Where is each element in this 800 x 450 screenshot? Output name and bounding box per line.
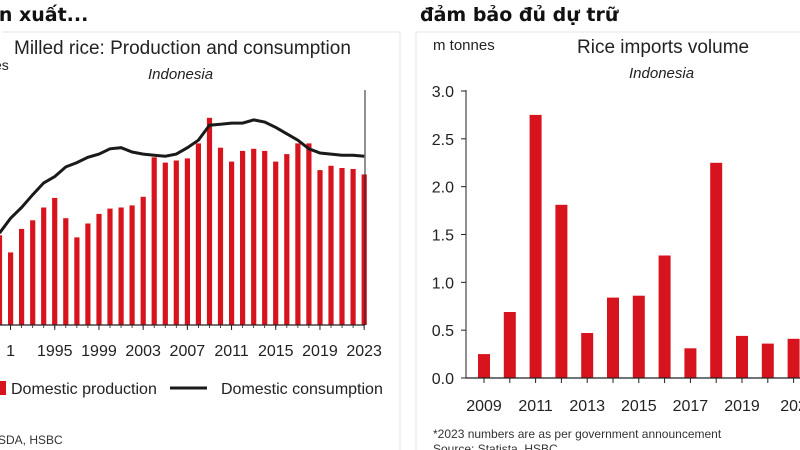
left-source: SDA, HSBC bbox=[0, 433, 63, 447]
production-bar-2000 bbox=[107, 208, 113, 325]
production-bar-2003 bbox=[140, 196, 146, 325]
left-panel-border bbox=[2, 31, 401, 450]
right-y-tick-labels: 3.0 2.5 2.0 1.5 1.0 0.5 0.0 bbox=[432, 84, 466, 388]
production-bar-2022 bbox=[350, 169, 356, 325]
left-x-tick-label: 1995 bbox=[37, 343, 73, 360]
import-bar-2014 bbox=[607, 297, 619, 378]
right-footnote: *2023 numbers are as per government anno… bbox=[433, 427, 722, 441]
production-bar-2015 bbox=[273, 161, 279, 325]
right-y-tick-label: 3.0 bbox=[432, 84, 454, 101]
production-bar-2019 bbox=[317, 170, 323, 325]
right-x-tick-label: 202 bbox=[780, 398, 800, 415]
production-bar-2012 bbox=[240, 150, 246, 325]
right-x-tick-label: 2013 bbox=[569, 398, 605, 415]
panel-divider bbox=[406, 0, 414, 450]
production-bar-1998 bbox=[85, 223, 91, 325]
production-bar-2013 bbox=[251, 148, 257, 326]
right-panel-border bbox=[415, 31, 800, 450]
production-bar-2017 bbox=[295, 143, 301, 325]
production-consumption-chart: Milled rice: Production and consumption … bbox=[0, 31, 401, 450]
production-bar-2018 bbox=[306, 143, 312, 325]
right-unit-label: m tonnes bbox=[433, 37, 495, 54]
right-y-tick-label: 0.0 bbox=[432, 371, 454, 388]
left-x-tick-label: 1 bbox=[6, 343, 15, 360]
import-bar-2010 bbox=[503, 312, 516, 378]
production-bar-2008 bbox=[195, 143, 201, 325]
left-x-tick-label: 1999 bbox=[81, 343, 117, 360]
right-chart-subtitle: Indonesia bbox=[629, 65, 694, 82]
import-bar-2018 bbox=[710, 162, 723, 379]
right-chart-title: Rice imports volume bbox=[577, 37, 749, 58]
legend-production-swatch bbox=[0, 381, 6, 395]
right-x-tick-label: 2009 bbox=[466, 398, 502, 415]
legend-production-label: Domestic production bbox=[11, 381, 157, 398]
right-x-tick-label: 2017 bbox=[673, 398, 709, 415]
left-unit-label: es bbox=[0, 57, 9, 73]
production-bar-2014 bbox=[262, 150, 268, 325]
right-y-tick-label: 2.0 bbox=[432, 180, 454, 197]
production-bar-2002 bbox=[129, 205, 135, 325]
left-x-tick-label: 2003 bbox=[125, 343, 161, 360]
production-bar-1993 bbox=[30, 220, 36, 325]
left-chart-title: Milled rice: Production and consumption bbox=[14, 38, 351, 59]
production-bar-2006 bbox=[173, 160, 179, 325]
production-bar-2005 bbox=[162, 162, 168, 325]
consumption-line bbox=[0, 118, 365, 234]
right-source: Source: Statista, HSBC bbox=[433, 442, 558, 450]
production-bars bbox=[0, 117, 367, 326]
right-x-tick-label: 2015 bbox=[621, 398, 657, 415]
production-bar-2009 bbox=[206, 117, 213, 325]
import-bar-2009 bbox=[478, 354, 490, 378]
import-bar-2016 bbox=[658, 255, 671, 378]
legend-consumption-label: Domestic consumption bbox=[221, 381, 383, 398]
production-bar-2004 bbox=[151, 157, 157, 325]
right-y-tick-label: 2.5 bbox=[432, 132, 454, 149]
right-y-tick-label: 1.5 bbox=[432, 228, 454, 245]
import-bars bbox=[478, 114, 800, 379]
production-bar-2007 bbox=[184, 158, 190, 325]
production-bar-2021 bbox=[339, 168, 345, 325]
import-bar-2017 bbox=[684, 348, 697, 378]
production-bar-2016 bbox=[284, 154, 290, 325]
production-bar-1997 bbox=[74, 237, 80, 325]
right-y-tick-label: 0.5 bbox=[432, 323, 454, 340]
production-bar-1991 bbox=[8, 252, 14, 325]
import-bar-2020 bbox=[761, 343, 774, 378]
left-x-tick-label: 2023 bbox=[346, 343, 382, 360]
left-x-tick-label: 2015 bbox=[258, 343, 294, 360]
production-bar-1996 bbox=[63, 218, 69, 325]
right-x-tick-label: 2011 bbox=[518, 398, 553, 415]
right-caption: đảm bảo đủ dự trữ bbox=[420, 4, 619, 26]
production-bar-2023 bbox=[361, 174, 367, 325]
production-bar-2010 bbox=[217, 147, 224, 325]
import-bar-2015 bbox=[632, 295, 645, 378]
right-x-tick-label: 2019 bbox=[724, 398, 760, 415]
import-bar-2021 bbox=[787, 338, 800, 378]
left-x-tick-labels: 1 1995 1999 2003 2007 2011 2015 2019 2023 bbox=[6, 325, 382, 360]
production-bar-1994 bbox=[41, 207, 47, 325]
right-x-tick-labels: 2009 2011 2013 2015 2017 2019 202 bbox=[466, 378, 800, 415]
production-bar-1990 bbox=[0, 235, 3, 325]
production-bar-1999 bbox=[96, 213, 102, 325]
import-bar-2012 bbox=[555, 204, 568, 378]
production-bar-2020 bbox=[328, 165, 334, 325]
production-bar-2011 bbox=[229, 161, 235, 325]
production-bar-1992 bbox=[19, 228, 25, 325]
import-bar-2019 bbox=[736, 335, 748, 378]
left-x-tick-label: 2007 bbox=[170, 343, 206, 360]
right-y-tick-label: 1.0 bbox=[432, 275, 454, 292]
left-chart-subtitle: Indonesia bbox=[148, 66, 213, 83]
rice-imports-chart: m tonnes Rice imports volume Indonesia 3… bbox=[415, 31, 800, 450]
left-x-tick-label: 2011 bbox=[214, 343, 249, 360]
left-x-tick-label: 2019 bbox=[302, 343, 338, 360]
production-bar-1995 bbox=[52, 197, 58, 325]
left-caption: ản xuất... bbox=[0, 4, 89, 26]
import-bar-2013 bbox=[581, 333, 594, 378]
production-bar-2001 bbox=[118, 207, 124, 325]
import-bar-2011 bbox=[529, 114, 542, 379]
